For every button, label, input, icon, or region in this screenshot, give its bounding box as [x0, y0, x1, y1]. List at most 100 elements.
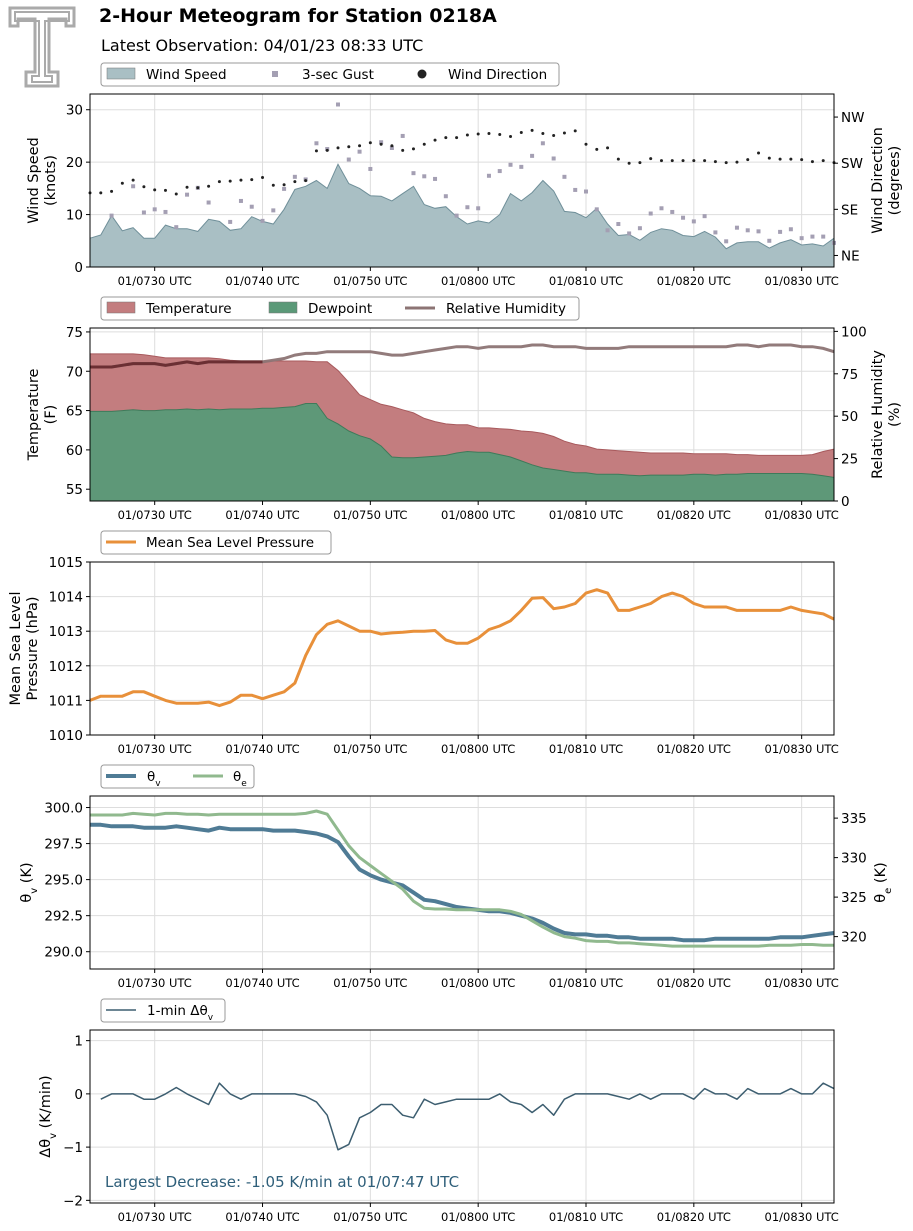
x-tick-label: 01/0750 UTC: [333, 274, 407, 288]
gust-point: [616, 222, 621, 227]
gust-point: [314, 141, 319, 146]
largest-decrease-annotation: Largest Decrease: -1.05 K/min at 01/07:4…: [105, 1173, 459, 1191]
wind-direction-point: [530, 128, 534, 132]
gust-point: [443, 194, 448, 199]
y2-tick-label: NW: [841, 110, 864, 126]
wind-direction-point: [757, 151, 761, 155]
y2-tick-label: 325: [841, 890, 867, 906]
gust-point: [476, 206, 481, 211]
y2-tick-label: 0: [841, 494, 850, 510]
legend-box: [100, 62, 560, 87]
wind-direction-point: [659, 159, 663, 163]
x-tick-label: 01/0820 UTC: [657, 742, 731, 756]
x-tick-label: 01/0730 UTC: [118, 1210, 192, 1224]
legend-box: [100, 764, 255, 789]
x-tick-label: 01/0810 UTC: [549, 508, 623, 522]
y-tick-label: 1: [74, 1034, 83, 1050]
wind-direction-point: [789, 157, 793, 161]
legend-theta: θv θe: [100, 764, 255, 789]
gust-point: [799, 236, 804, 241]
legend-label: θv: [147, 769, 161, 789]
gust-point: [594, 207, 599, 212]
pressure-line: [89, 588, 835, 708]
wind-direction-point: [261, 176, 265, 180]
wind-direction-point: [778, 157, 782, 161]
x-tick-label: 01/0820 UTC: [657, 976, 731, 990]
gust-point: [249, 204, 254, 209]
gust-point: [702, 214, 707, 219]
gust-point: [206, 200, 211, 205]
y-tick-label: 1012: [49, 659, 83, 675]
wind-direction-point: [562, 131, 566, 135]
wind-direction-point: [713, 160, 717, 164]
x-tick-label: 01/0730 UTC: [118, 508, 192, 522]
x-tick-label: 01/0800 UTC: [441, 1210, 515, 1224]
legend-temperature: Temperature Dewpoint Relative Humidity: [100, 296, 580, 321]
wind-direction-point: [379, 142, 383, 146]
legend-wind: Wind Speed 3-sec Gust Wind Direction: [100, 62, 560, 87]
y2-tick-label: 330: [841, 851, 867, 867]
x-tick-label: 01/0830 UTC: [765, 274, 839, 288]
wind-direction-point: [800, 158, 804, 162]
x-tick-label: 01/0800 UTC: [441, 508, 515, 522]
wind-direction-point: [498, 132, 502, 136]
gust-point: [368, 166, 373, 171]
gust-point: [508, 162, 513, 167]
y-tick-label: 1014: [49, 590, 83, 606]
page-title: 2-Hour Meteogram for Station 0218A: [99, 5, 497, 27]
x-tick-label: 01/0830 UTC: [765, 1210, 839, 1224]
wind-direction-point: [573, 129, 577, 133]
y-tick-label: 1011: [49, 693, 83, 709]
y-tick-label: 10: [66, 208, 83, 224]
legend-label: Temperature: [145, 301, 232, 317]
gust-point: [724, 239, 729, 244]
gust-point: [141, 210, 146, 215]
plot-frame: [89, 561, 835, 736]
relative-humidity-overlap: [90, 360, 263, 369]
gust-point: [422, 174, 427, 179]
wind-direction-point: [627, 161, 631, 165]
x-tick-label: 01/0820 UTC: [657, 508, 731, 522]
plot-frame: [89, 1029, 835, 1204]
y2-tick-label: 25: [841, 452, 858, 468]
wind-speed-area: [89, 163, 835, 268]
x-tick-label: 01/0830 UTC: [765, 508, 839, 522]
y-tick-label: 290.0: [44, 945, 83, 961]
gust-point: [400, 133, 405, 138]
x-tick-label: 01/0830 UTC: [765, 976, 839, 990]
x-tick-label: 01/0810 UTC: [549, 1210, 623, 1224]
gust-point: [562, 174, 567, 179]
wind-direction-point: [131, 178, 135, 182]
wind-direction-point: [487, 131, 491, 135]
wind-direction-point: [174, 192, 178, 196]
wind-direction-point: [541, 131, 545, 135]
y-tick-label: 60: [66, 443, 83, 459]
x-tick-label: 01/0830 UTC: [765, 742, 839, 756]
legend-label: Dewpoint: [308, 301, 372, 317]
wind-direction-point: [724, 161, 728, 165]
plot-frame: [89, 93, 835, 268]
gust-point: [271, 208, 276, 213]
wind-direction-point: [455, 136, 459, 140]
gust-point: [810, 234, 815, 239]
x-tick-label: 01/0800 UTC: [441, 274, 515, 288]
gust-point: [260, 218, 265, 223]
legend-box: [100, 530, 332, 555]
wind-direction-point: [476, 132, 480, 136]
legend-box: [100, 998, 226, 1023]
legend-swatch: [272, 71, 278, 77]
y2-axis-label: θe (K): [873, 862, 894, 902]
y-tick-label: 0: [74, 1087, 83, 1103]
gust-point: [681, 215, 686, 220]
wind-direction-point: [465, 133, 469, 137]
x-tick-label: 01/0740 UTC: [225, 976, 299, 990]
wind-direction-point: [649, 157, 653, 161]
gust-point: [756, 229, 761, 234]
gust-point: [185, 192, 190, 197]
legend-label: Wind Speed: [146, 67, 227, 83]
wind-direction-point: [163, 188, 167, 192]
legend-label: Relative Humidity: [446, 301, 566, 317]
x-tick-label: 01/0730 UTC: [118, 976, 192, 990]
wind-direction-point: [358, 144, 362, 148]
